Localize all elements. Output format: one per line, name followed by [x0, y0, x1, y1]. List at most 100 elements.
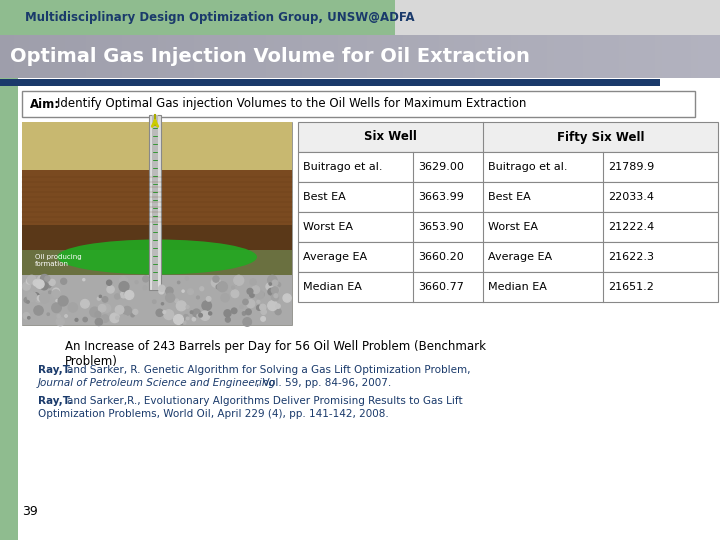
Circle shape — [224, 310, 231, 317]
Circle shape — [116, 316, 119, 319]
FancyBboxPatch shape — [22, 275, 292, 325]
Text: Worst EA: Worst EA — [488, 222, 538, 232]
Circle shape — [57, 315, 60, 318]
Circle shape — [24, 298, 30, 303]
FancyBboxPatch shape — [648, 35, 655, 78]
Circle shape — [242, 312, 246, 315]
Circle shape — [156, 309, 163, 316]
Circle shape — [35, 296, 42, 302]
FancyBboxPatch shape — [245, 35, 252, 78]
FancyBboxPatch shape — [382, 35, 389, 78]
Circle shape — [207, 296, 211, 301]
Circle shape — [274, 294, 278, 298]
Circle shape — [276, 282, 281, 287]
Circle shape — [217, 282, 228, 292]
Text: Best EA: Best EA — [488, 192, 531, 202]
Circle shape — [186, 317, 189, 320]
FancyBboxPatch shape — [324, 35, 331, 78]
Text: Optimization Problems, World Oil, April 229 (4), pp. 141-142, 2008.: Optimization Problems, World Oil, April … — [38, 409, 389, 419]
FancyBboxPatch shape — [22, 91, 695, 117]
Circle shape — [96, 318, 104, 325]
FancyBboxPatch shape — [706, 35, 713, 78]
FancyBboxPatch shape — [130, 35, 137, 78]
FancyBboxPatch shape — [713, 35, 720, 78]
Circle shape — [58, 296, 68, 306]
Circle shape — [90, 307, 99, 317]
Text: Six Well: Six Well — [364, 131, 417, 144]
Circle shape — [107, 286, 114, 293]
Circle shape — [209, 312, 212, 315]
FancyBboxPatch shape — [22, 170, 292, 225]
Text: Average EA: Average EA — [303, 252, 367, 262]
FancyBboxPatch shape — [562, 35, 569, 78]
Circle shape — [283, 294, 291, 302]
FancyBboxPatch shape — [403, 35, 410, 78]
Circle shape — [45, 276, 50, 281]
Circle shape — [37, 295, 43, 301]
Circle shape — [68, 303, 78, 312]
Circle shape — [110, 313, 120, 322]
Circle shape — [250, 293, 254, 298]
Circle shape — [95, 318, 102, 326]
Circle shape — [185, 277, 189, 280]
Circle shape — [212, 278, 220, 287]
Circle shape — [272, 280, 278, 286]
Circle shape — [34, 306, 43, 315]
FancyBboxPatch shape — [612, 35, 619, 78]
Circle shape — [176, 301, 186, 310]
FancyBboxPatch shape — [252, 35, 259, 78]
Circle shape — [234, 275, 243, 285]
Circle shape — [273, 287, 279, 293]
FancyBboxPatch shape — [338, 35, 346, 78]
Circle shape — [52, 303, 61, 313]
Circle shape — [271, 287, 278, 294]
FancyBboxPatch shape — [446, 35, 454, 78]
FancyBboxPatch shape — [490, 35, 497, 78]
FancyBboxPatch shape — [7, 35, 14, 78]
Circle shape — [143, 276, 149, 282]
Text: 3629.00: 3629.00 — [418, 162, 464, 172]
FancyBboxPatch shape — [655, 35, 662, 78]
Circle shape — [153, 300, 156, 303]
Circle shape — [32, 293, 40, 300]
Text: Journal of Petroleum Science and Engineering: Journal of Petroleum Science and Enginee… — [38, 378, 276, 388]
FancyBboxPatch shape — [274, 35, 281, 78]
FancyBboxPatch shape — [511, 35, 518, 78]
Circle shape — [197, 314, 199, 317]
Circle shape — [47, 283, 51, 288]
Text: Ray,T.: Ray,T. — [38, 365, 73, 375]
Circle shape — [271, 294, 279, 301]
Circle shape — [125, 291, 130, 297]
FancyBboxPatch shape — [194, 35, 202, 78]
Text: Oil producing
formation: Oil producing formation — [35, 253, 81, 267]
Text: Average EA: Average EA — [488, 252, 552, 262]
Circle shape — [175, 299, 179, 302]
Text: 21222.4: 21222.4 — [608, 222, 654, 232]
FancyBboxPatch shape — [108, 35, 115, 78]
Circle shape — [174, 319, 180, 324]
Text: An Increase of 243 Barrels per Day for 56 Oil Well Problem (Benchmark
Problem): An Increase of 243 Barrels per Day for 5… — [65, 340, 486, 368]
FancyBboxPatch shape — [619, 35, 626, 78]
FancyBboxPatch shape — [43, 35, 50, 78]
Text: Identify Optimal Gas injection Volumes to the Oil Wells for Maximum Extraction: Identify Optimal Gas injection Volumes t… — [57, 98, 526, 111]
Circle shape — [252, 286, 259, 293]
FancyBboxPatch shape — [152, 115, 158, 290]
Circle shape — [75, 319, 78, 321]
Text: Median EA: Median EA — [488, 282, 547, 292]
Circle shape — [47, 313, 50, 315]
FancyBboxPatch shape — [641, 35, 648, 78]
FancyBboxPatch shape — [504, 35, 511, 78]
FancyBboxPatch shape — [0, 0, 18, 540]
Circle shape — [131, 314, 134, 317]
Circle shape — [235, 280, 240, 285]
FancyBboxPatch shape — [598, 35, 605, 78]
Circle shape — [183, 321, 186, 324]
Text: Median EA: Median EA — [303, 282, 362, 292]
Text: Fifty Six Well: Fifty Six Well — [557, 131, 644, 144]
Text: and Sarker,R., Evolutionary Algorithms Deliver Promising Results to Gas Lift: and Sarker,R., Evolutionary Algorithms D… — [67, 396, 463, 406]
Circle shape — [40, 293, 49, 303]
FancyBboxPatch shape — [554, 35, 562, 78]
Circle shape — [166, 287, 173, 294]
Circle shape — [231, 290, 239, 298]
FancyBboxPatch shape — [497, 35, 504, 78]
